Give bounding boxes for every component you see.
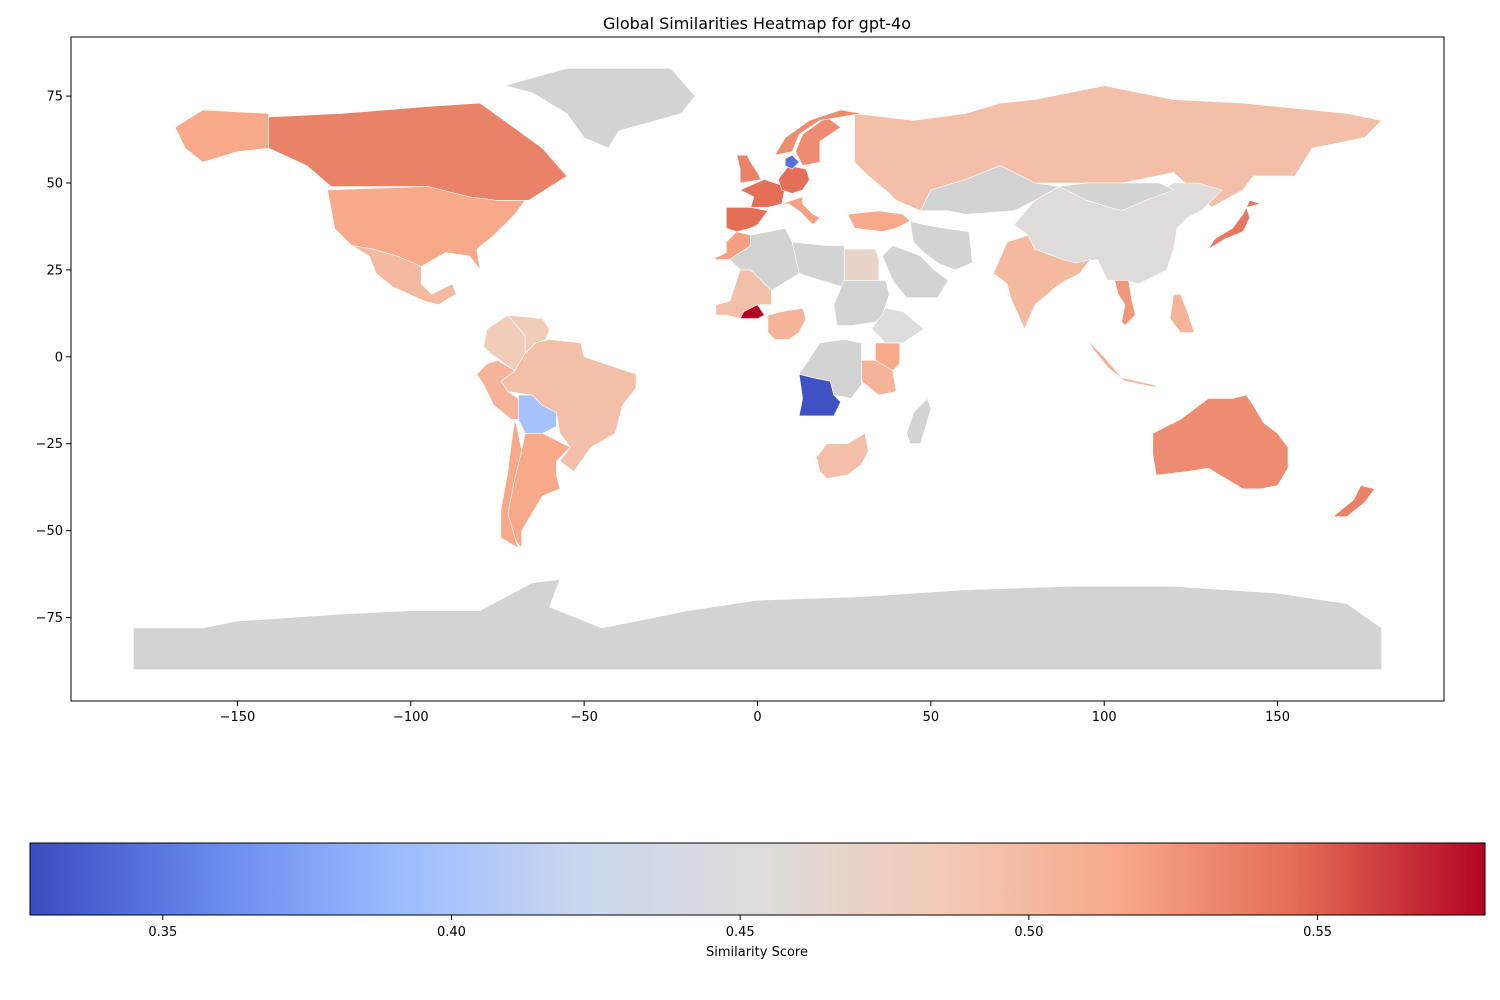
region-australia bbox=[1152, 394, 1289, 490]
region-dr-congo bbox=[798, 339, 862, 399]
region-bolivia bbox=[517, 394, 557, 434]
region-france bbox=[739, 179, 786, 208]
region-india bbox=[992, 234, 1092, 330]
region-russia bbox=[854, 85, 1383, 212]
region-egypt bbox=[843, 248, 880, 281]
region-chile bbox=[500, 419, 523, 549]
region-norway bbox=[774, 109, 862, 156]
y-tick-label: 75 bbox=[46, 90, 63, 105]
x-tick-label: −150 bbox=[220, 710, 256, 725]
y-tick-label: −25 bbox=[36, 437, 63, 452]
x-tick-label: 50 bbox=[923, 710, 940, 725]
region-antarctica bbox=[133, 578, 1382, 671]
x-tick-label: 150 bbox=[1265, 710, 1290, 725]
region-alaska bbox=[174, 109, 269, 163]
colorbar-tick-label: 0.35 bbox=[148, 925, 177, 940]
region-mali bbox=[715, 269, 772, 319]
colorbar: 0.35 0.40 0.45 0.50 0.55 Similarity Score bbox=[29, 842, 1486, 960]
y-tick-label: 0 bbox=[55, 350, 63, 365]
colorbar-tick-label: 0.55 bbox=[1303, 925, 1332, 940]
region-turkey bbox=[847, 210, 911, 233]
region-nigeria bbox=[767, 307, 807, 340]
x-tick-label: 100 bbox=[1092, 710, 1117, 725]
region-greenland bbox=[503, 68, 696, 149]
colorbar-tick-label: 0.50 bbox=[1014, 925, 1043, 940]
region-mexico bbox=[351, 245, 457, 306]
region-peru bbox=[476, 359, 519, 420]
colorbar-gradient bbox=[29, 842, 1486, 916]
colorbar-label: Similarity Score bbox=[706, 945, 808, 960]
region-philippines bbox=[1169, 293, 1195, 333]
region-venezuela bbox=[507, 314, 550, 355]
y-tick-label: 25 bbox=[46, 263, 63, 278]
x-axis: −150 −100 −50 0 50 100 150 bbox=[220, 701, 1290, 725]
colorbar-tick-label: 0.40 bbox=[437, 925, 466, 940]
y-tick-label: −50 bbox=[36, 524, 63, 539]
colorbar-tick-label: 0.45 bbox=[726, 925, 755, 940]
region-sweden bbox=[795, 116, 842, 166]
region-mongolia bbox=[1058, 182, 1175, 212]
y-tick-label: 50 bbox=[46, 177, 63, 192]
map-area bbox=[70, 36, 1445, 702]
region-indonesia bbox=[1086, 339, 1160, 389]
region-south-africa bbox=[816, 432, 869, 479]
region-sudan bbox=[833, 280, 890, 326]
region-saudi-arabia bbox=[881, 245, 949, 299]
region-united-kingdom bbox=[736, 154, 762, 184]
region-madagascar bbox=[906, 397, 932, 445]
colorbar-ticks: 0.35 0.40 0.45 0.50 0.55 bbox=[148, 915, 1332, 940]
x-tick-label: −50 bbox=[570, 710, 597, 725]
x-tick-label: −100 bbox=[393, 710, 429, 725]
region-ethiopia bbox=[871, 307, 925, 344]
region-iran bbox=[909, 220, 973, 271]
region-layer bbox=[133, 68, 1383, 671]
region-vietnam bbox=[1114, 280, 1136, 326]
y-axis: 75 50 25 0 −25 −50 −75 bbox=[36, 90, 71, 626]
chart-title: Global Similarities Heatmap for gpt-4o bbox=[603, 14, 911, 33]
region-new-zealand bbox=[1332, 485, 1376, 518]
region-japan bbox=[1207, 200, 1262, 250]
y-tick-label: −75 bbox=[36, 611, 63, 626]
x-tick-label: 0 bbox=[753, 710, 761, 725]
region-spain bbox=[725, 207, 769, 233]
region-denmark bbox=[784, 154, 800, 170]
region-italy bbox=[781, 196, 821, 226]
